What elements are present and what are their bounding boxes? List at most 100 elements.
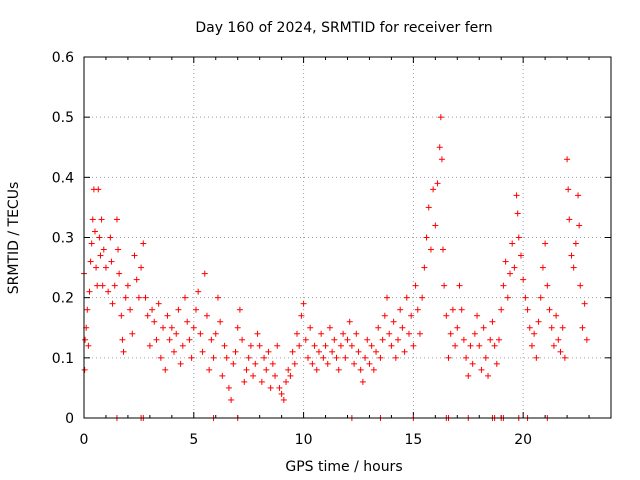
data-point — [241, 378, 248, 385]
data-point — [86, 288, 93, 295]
x-tick-label: 5 — [189, 432, 198, 448]
data-point — [423, 234, 430, 241]
data-point — [300, 300, 307, 307]
data-point — [252, 360, 259, 367]
data-point — [351, 360, 358, 367]
data-point — [243, 366, 250, 373]
data-point — [184, 318, 191, 325]
data-point — [296, 342, 303, 349]
data-point — [107, 234, 114, 241]
data-point — [364, 336, 371, 343]
data-point — [146, 342, 153, 349]
data-point — [195, 288, 202, 295]
data-point — [337, 342, 344, 349]
data-point — [579, 324, 586, 331]
data-point — [353, 330, 360, 337]
data-point — [526, 324, 533, 331]
data-point — [245, 354, 252, 361]
data-point — [263, 366, 270, 373]
data-point — [155, 300, 162, 307]
data-point — [142, 294, 149, 301]
data-point — [173, 330, 180, 337]
data-point — [84, 306, 91, 313]
data-point — [274, 342, 281, 349]
data-point — [256, 342, 263, 349]
data-point — [309, 360, 316, 367]
data-point — [135, 294, 142, 301]
data-point — [366, 360, 373, 367]
data-point — [517, 252, 524, 259]
y-tick-label: 0.2 — [52, 291, 74, 307]
data-point — [95, 186, 102, 193]
data-point — [377, 354, 384, 361]
data-point — [384, 294, 391, 301]
data-point — [515, 234, 522, 241]
data-point — [467, 342, 474, 349]
data-point — [97, 252, 104, 259]
data-point — [559, 324, 566, 331]
data-point — [502, 258, 509, 265]
data-point — [223, 354, 230, 361]
data-point — [357, 366, 364, 373]
data-point — [370, 366, 377, 373]
data-point — [379, 336, 386, 343]
data-point — [419, 294, 426, 301]
data-point — [133, 276, 140, 283]
data-point — [124, 282, 131, 289]
data-point — [454, 324, 461, 331]
data-point — [164, 312, 171, 319]
data-point — [386, 330, 393, 337]
data-point — [283, 378, 290, 385]
data-point — [276, 384, 283, 391]
data-point — [105, 288, 112, 295]
data-point — [506, 270, 513, 277]
data-point — [186, 336, 193, 343]
data-point — [168, 324, 175, 331]
data-point — [557, 348, 564, 355]
data-point — [544, 282, 551, 289]
data-point — [333, 354, 340, 361]
data-point — [293, 330, 300, 337]
data-point — [225, 384, 232, 391]
data-point — [539, 264, 546, 271]
data-point — [94, 282, 101, 289]
data-point — [98, 216, 105, 223]
data-point — [399, 324, 406, 331]
data-point — [514, 210, 521, 217]
data-point — [175, 306, 182, 313]
data-point — [553, 312, 560, 319]
data-point — [254, 330, 261, 337]
y-tick-label: 0.3 — [52, 231, 74, 247]
data-point — [447, 330, 454, 337]
data-point — [469, 360, 476, 367]
data-point — [329, 348, 336, 355]
data-point — [438, 156, 445, 163]
data-point — [119, 336, 126, 343]
data-point — [122, 294, 129, 301]
data-point — [496, 336, 503, 343]
data-point — [408, 312, 415, 319]
data-point — [96, 234, 103, 241]
y-tick-label: 0 — [65, 411, 74, 427]
data-point — [576, 222, 583, 229]
data-point — [315, 348, 322, 355]
data-point — [87, 258, 94, 265]
data-point — [179, 342, 186, 349]
data-point — [116, 270, 123, 277]
data-point — [542, 240, 549, 247]
data-point — [465, 372, 472, 379]
data-point — [230, 360, 237, 367]
data-points — [81, 114, 590, 421]
data-point — [480, 324, 487, 331]
data-point — [550, 342, 557, 349]
data-point — [247, 342, 254, 349]
data-point — [127, 306, 134, 313]
data-point — [425, 204, 432, 211]
data-point — [89, 216, 96, 223]
data-point — [335, 366, 342, 373]
axis-ticks: 0 0.1 0.2 0.3 0.4 0.5 0.6 0 5 10 15 20 — [52, 50, 611, 448]
data-point — [153, 336, 160, 343]
data-point — [100, 246, 107, 253]
data-point — [324, 360, 331, 367]
